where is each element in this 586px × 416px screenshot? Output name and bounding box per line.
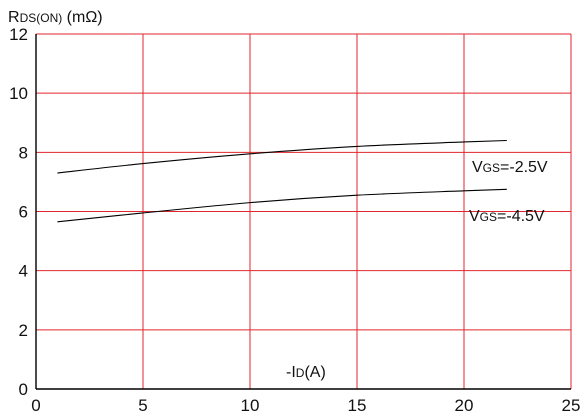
y-tick-label-8: 8 (19, 143, 28, 162)
axes (35, 34, 571, 390)
y-tick-label-4: 4 (19, 262, 28, 281)
y-axis-label: RDS(ON) (mΩ) (8, 9, 103, 26)
series-label-vgs-4-5: VGS=-4.5V (469, 208, 545, 225)
x-tick-label-20: 20 (455, 396, 474, 415)
y-tick-label-2: 2 (19, 321, 28, 340)
x-axis-label: -ID(A) (286, 364, 326, 381)
y-tick-label-10: 10 (9, 84, 28, 103)
x-tick-label-10: 10 (241, 396, 260, 415)
x-tick-label-5: 5 (138, 396, 147, 415)
y-tick-label-12: 12 (9, 25, 28, 44)
series-line-0 (57, 139, 507, 174)
x-tick-label-15: 15 (348, 396, 367, 415)
x-tick-label-25: 25 (562, 396, 581, 415)
y-tick-label-6: 6 (19, 203, 28, 222)
series-line-1 (57, 188, 507, 223)
x-tick-label-0: 0 (31, 396, 40, 415)
series-lines (57, 139, 507, 223)
y-tick-label-0: 0 (19, 380, 28, 399)
series-label-vgs-2-5: VGS=-2.5V (472, 159, 548, 176)
tick-labels: 0 5 10 15 20 25 0 2 4 6 8 10 12 (9, 25, 580, 415)
grid (36, 33, 572, 389)
